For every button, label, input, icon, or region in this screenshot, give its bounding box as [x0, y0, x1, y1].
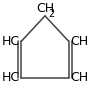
Text: CH: CH: [70, 71, 88, 84]
Text: HC: HC: [2, 71, 20, 84]
Text: HC: HC: [2, 35, 20, 48]
Text: CH: CH: [36, 2, 54, 15]
Text: CH: CH: [70, 35, 88, 48]
Text: 2: 2: [49, 9, 55, 19]
